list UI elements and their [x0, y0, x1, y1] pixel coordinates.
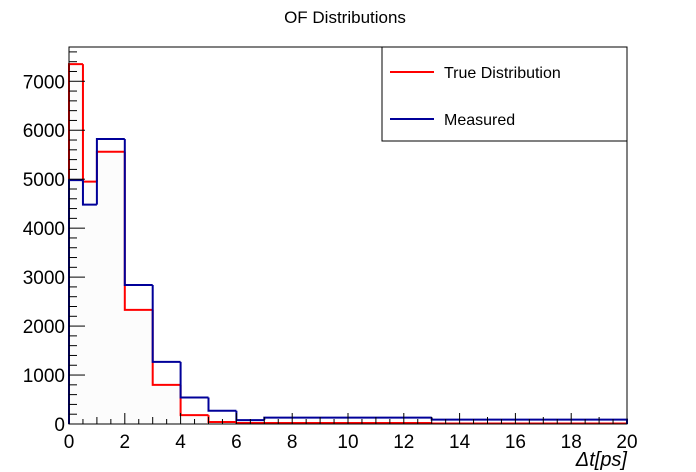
- x-tick-label: 16: [505, 432, 526, 453]
- legend-box: [381, 46, 628, 142]
- series-fill-true-distribution: [69, 64, 627, 425]
- x-tick-label: 10: [337, 432, 358, 453]
- histogram-bin: [123, 151, 153, 311]
- y-tick-label: 7000: [23, 72, 65, 93]
- histogram-bin: [179, 361, 209, 399]
- y-tick-label: 1000: [23, 366, 65, 387]
- histogram-bin: [151, 309, 181, 386]
- axes: 0 2 4 6 8 10 12 14 16 18 20 0 1000 2000 3000 4000 5000 60…: [23, 46, 638, 453]
- x-axis-label: Δt[ps]: [575, 449, 628, 471]
- x-tick-label: 18: [561, 432, 582, 453]
- x-tick-label: 20: [616, 432, 637, 453]
- chart-title: OF Distributions: [284, 8, 406, 27]
- histogram-bin: [95, 138, 125, 205]
- histogram-bin: [151, 284, 181, 363]
- x-tick-label: 6: [231, 432, 242, 453]
- y-tick-label: 5000: [23, 170, 65, 191]
- x-tick-label: 2: [120, 432, 131, 453]
- x-tick-label: 4: [175, 432, 186, 453]
- y-tick-label: 6000: [23, 121, 65, 142]
- legend-label-measured: Measured: [444, 112, 515, 129]
- x-tick-label: 0: [64, 432, 75, 453]
- legend-label-true-distribution: True Distribution: [444, 65, 561, 82]
- histogram-bin: [207, 397, 237, 412]
- x-tick-label: 14: [449, 432, 471, 453]
- x-tick-label: 12: [393, 432, 414, 453]
- y-tick-label: 3000: [23, 268, 65, 289]
- histogram-bin: [123, 139, 153, 286]
- legend: True Distribution Measured: [381, 46, 628, 142]
- y-tick-label: 2000: [23, 317, 65, 338]
- histogram-bin: [179, 384, 209, 417]
- histogram-bin: [235, 410, 265, 422]
- histogram-bin: [81, 64, 97, 183]
- x-tick-label: 8: [287, 432, 298, 453]
- histogram-bin: [81, 180, 97, 206]
- y-tick-label: 4000: [23, 219, 65, 240]
- y-tick-label: 0: [54, 415, 65, 436]
